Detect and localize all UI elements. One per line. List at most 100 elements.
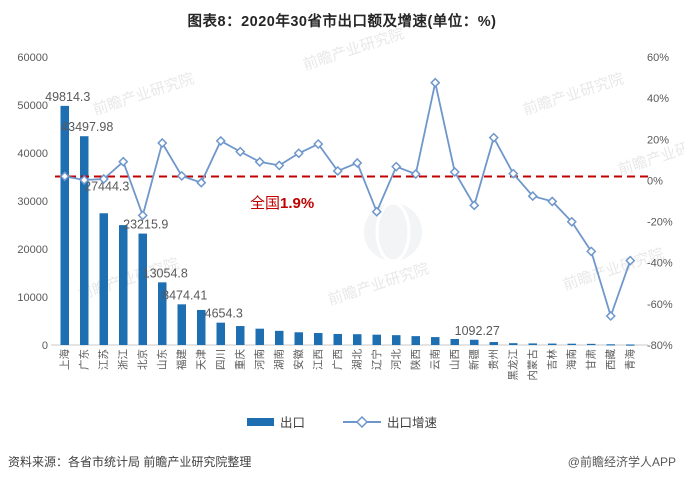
x-axis-label: 山东 — [155, 349, 168, 370]
legend-item-growth: 出口增速 — [343, 412, 437, 431]
line-marker — [449, 166, 460, 178]
bar — [372, 334, 381, 345]
x-axis-label: 吉林 — [545, 349, 558, 370]
line-marker — [118, 156, 129, 167]
watermark-text: 前瞻产业研究院 — [521, 69, 626, 119]
right-axis-tick: -60% — [647, 299, 673, 311]
line-marker — [196, 177, 207, 188]
line-marker — [566, 216, 577, 227]
bar — [587, 343, 596, 346]
chart-title: 图表8：2020年30省市出口额及增速(单位：%) — [187, 14, 497, 30]
x-axis-label: 内蒙古 — [526, 349, 539, 381]
bar — [216, 322, 225, 345]
x-axis-label: 江西 — [312, 349, 324, 370]
bar — [431, 337, 440, 345]
bar-value-label: 13054.8 — [143, 266, 188, 280]
line-marker — [430, 77, 441, 88]
left-axis-tick: 20000 — [17, 244, 48, 256]
left-axis-tick: 10000 — [17, 292, 48, 304]
watermark-text: 前瞻产业研究院 — [301, 24, 406, 74]
line-marker — [235, 146, 246, 157]
x-axis-label: 辽宁 — [370, 349, 383, 370]
x-axis-label: 广东 — [77, 349, 90, 370]
bar-labels: 49814.3 43497.98 27444.3 23215.9 13054.8 8474… — [45, 90, 500, 338]
growth-markers — [59, 77, 636, 322]
line-marker — [137, 210, 148, 221]
line-marker — [469, 200, 480, 211]
line-marker — [79, 174, 90, 186]
bar-value-label: 27444.3 — [84, 179, 129, 193]
left-axis-tick: 0 — [42, 340, 48, 352]
bar-value-label: 23215.9 — [123, 218, 168, 232]
bar — [275, 330, 284, 345]
brand-note: @前瞻经济学人APP — [567, 455, 676, 469]
x-axis-label: 西藏 — [605, 349, 617, 370]
bar-value-label: 4654.3 — [205, 307, 243, 321]
x-axis-label: 湖北 — [351, 349, 363, 370]
bar — [567, 343, 576, 345]
x-axis-label: 海南 — [565, 349, 578, 370]
left-axis-tick: 60000 — [17, 52, 48, 64]
right-axis-tick: -80% — [647, 340, 673, 352]
right-axis-tick: 0% — [647, 175, 663, 187]
bar — [60, 105, 69, 345]
category-labels: 上海 广东 江苏 浙江 北京 山东 福建 天津 四川 重庆 河南 湖南 安徽 江西 广西 湖北 辽宁 河北 陕西 云南… — [58, 349, 637, 381]
legend-line-label: 出口增速 — [387, 416, 438, 430]
line-marker — [586, 246, 597, 257]
x-axis-label: 甘肃 — [584, 349, 597, 370]
bar — [255, 328, 264, 345]
bar — [509, 343, 518, 345]
line-marker — [98, 173, 109, 185]
bar — [80, 136, 89, 345]
line-marker — [547, 196, 558, 207]
bar-value-label: 43497.98 — [61, 120, 113, 134]
legend-item-export: 出口 — [246, 412, 305, 431]
watermark-globe-lines — [375, 201, 411, 263]
bar — [353, 334, 362, 345]
watermark-text: 前瞻产业研究院 — [326, 259, 431, 309]
bar — [450, 339, 459, 345]
line-marker — [254, 156, 265, 167]
x-axis-label: 云南 — [428, 349, 441, 370]
bar — [314, 333, 323, 345]
bar — [470, 339, 479, 345]
x-axis-label: 浙江 — [117, 349, 129, 370]
line-marker — [176, 170, 187, 181]
left-axis-tick: 30000 — [17, 196, 48, 208]
line-marker — [293, 148, 304, 159]
line-marker — [605, 310, 616, 322]
x-axis-label: 黑龙江 — [506, 349, 519, 381]
x-axis-label: 陕西 — [409, 349, 422, 370]
x-axis-label: 四川 — [215, 349, 227, 370]
watermark-text: 前瞻产业研究院 — [91, 69, 196, 119]
bar-value-label: 49814.3 — [45, 90, 90, 104]
legend: 出口 出口增速 — [0, 412, 684, 431]
bar — [138, 233, 147, 345]
source-note: 资料来源：各省市统计局 前瞻产业研究院整理 — [8, 455, 252, 469]
x-axis-label: 河北 — [390, 349, 402, 370]
line-marker — [508, 168, 519, 179]
line-marker — [391, 161, 402, 172]
line-marker — [527, 191, 538, 202]
bar — [119, 225, 128, 345]
line-marker — [332, 165, 343, 177]
x-axis-label: 青海 — [623, 349, 636, 370]
right-axis-tick: 40% — [647, 93, 669, 105]
bar — [99, 213, 108, 345]
line-marker — [625, 255, 636, 266]
axis-labels: 60000 50000 40000 30000 20000 10000 0 60% 40% 20%… — [17, 52, 672, 352]
x-axis-label: 上海 — [58, 349, 71, 370]
line-marker — [488, 132, 499, 143]
legend-bar-swatch — [246, 417, 274, 426]
footer: 资料来源：各省市统计局 前瞻产业研究院整理 @前瞻经济学人APP — [8, 453, 676, 470]
right-axis-tick: -40% — [647, 258, 673, 270]
watermark-logo — [364, 201, 422, 263]
right-axis-tick: 20% — [647, 134, 669, 146]
line-marker — [371, 206, 382, 217]
line-marker — [274, 160, 285, 171]
line-marker — [313, 138, 324, 150]
line-marker — [215, 135, 226, 146]
bar — [489, 342, 498, 345]
